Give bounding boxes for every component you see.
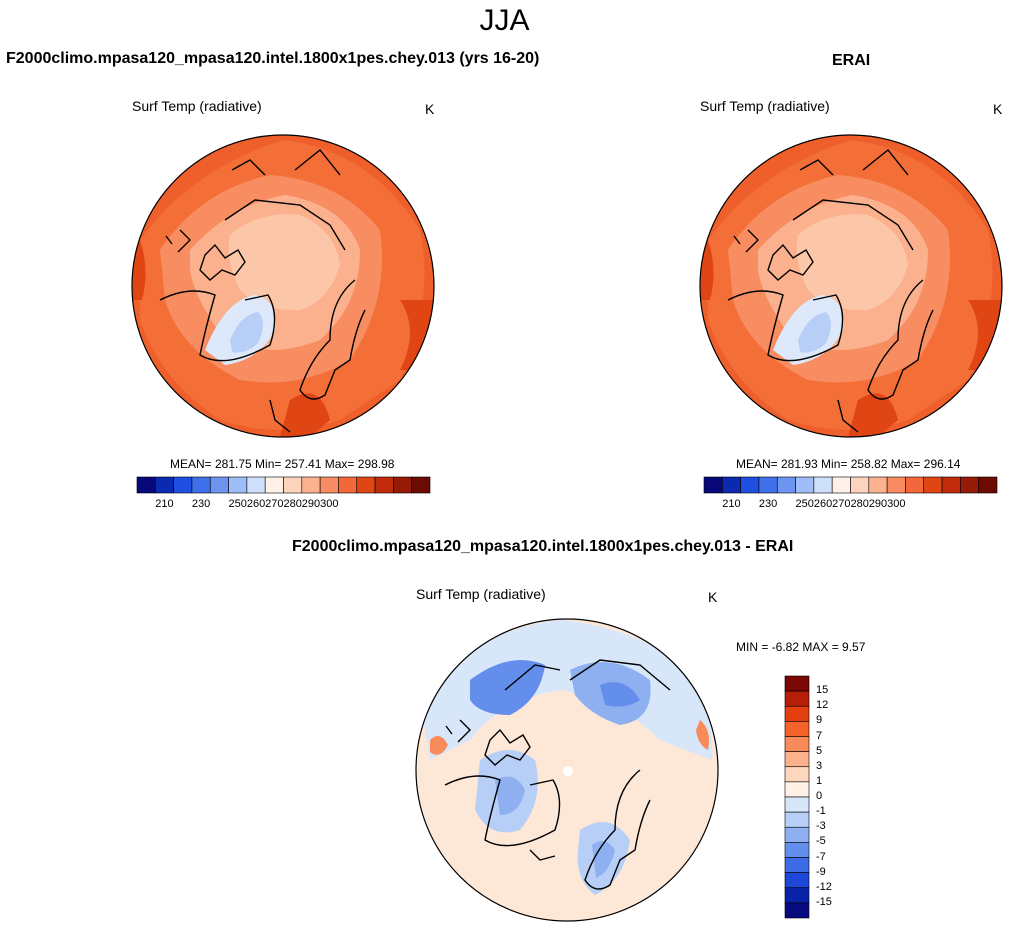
panel-1-colorbar bbox=[136, 476, 431, 494]
colorbar-swatch bbox=[411, 476, 431, 494]
panel-1-variable: Surf Temp (radiative) bbox=[132, 98, 262, 114]
colorbar-tick-label: 12 bbox=[816, 699, 829, 712]
colorbar-swatch bbox=[905, 476, 925, 494]
panel-1-title: F2000climo.mpasa120_mpasa120.intel.1800x… bbox=[6, 50, 540, 67]
colorbar-swatch bbox=[758, 476, 778, 494]
figure-title: JJA bbox=[479, 4, 530, 37]
panel-2-title: ERAI bbox=[832, 52, 871, 69]
colorbar-tick-label: 210 bbox=[155, 498, 174, 510]
colorbar-swatch bbox=[703, 476, 723, 494]
colorbar-tick-label: 0 bbox=[816, 790, 823, 802]
colorbar-swatch bbox=[209, 476, 229, 494]
colorbar-swatch bbox=[776, 476, 796, 494]
colorbar-swatch bbox=[784, 872, 810, 889]
colorbar-swatch bbox=[784, 736, 810, 752]
colorbar-tick-label: -7 bbox=[816, 850, 826, 863]
panel-3-variable: Surf Temp (radiative) bbox=[416, 586, 546, 602]
colorbar-swatch bbox=[813, 476, 833, 494]
colorbar-tick-label: -9 bbox=[816, 865, 826, 878]
colorbar-swatch bbox=[784, 705, 810, 722]
panel-3-title: F2000climo.mpasa120_mpasa120.intel.1800x… bbox=[292, 538, 794, 555]
panel-1-stats: MEAN= 281.75 Min= 257.41 Max= 298.98 bbox=[170, 457, 395, 471]
colorbar-swatch bbox=[319, 476, 339, 494]
colorbar-swatch bbox=[784, 826, 810, 843]
colorbar-swatch bbox=[784, 887, 810, 904]
panel-3-stats: MIN = -6.82 MAX = 9.57 bbox=[736, 640, 866, 654]
colorbar-swatch bbox=[740, 476, 760, 494]
panel-3-polar-map bbox=[416, 619, 718, 921]
colorbar-tick-label: 250 bbox=[795, 498, 814, 510]
colorbar-tick-label: -3 bbox=[816, 820, 826, 833]
colorbar-swatch bbox=[795, 476, 815, 494]
panel-2-stats: MEAN= 281.93 Min= 258.82 Max= 296.14 bbox=[736, 457, 961, 471]
colorbar-tick-label: 250 bbox=[228, 498, 247, 510]
colorbar-swatch bbox=[784, 796, 810, 813]
colorbar-swatch bbox=[850, 476, 870, 494]
colorbar-swatch bbox=[283, 476, 303, 494]
colorbar-swatch bbox=[784, 842, 810, 858]
colorbar-tick-label: 15 bbox=[816, 684, 829, 697]
colorbar-swatch bbox=[191, 476, 211, 494]
colorbar-swatch bbox=[941, 476, 961, 494]
colorbar-tick-label: -5 bbox=[816, 835, 826, 848]
colorbar-swatch bbox=[228, 476, 248, 494]
colorbar-tick-label: 7 bbox=[816, 729, 823, 742]
colorbar-swatch bbox=[338, 476, 358, 494]
colorbar-tick-label: 260 bbox=[813, 498, 833, 510]
colorbar-swatch bbox=[784, 811, 810, 828]
colorbar-swatch bbox=[831, 476, 851, 494]
colorbar-swatch bbox=[960, 476, 979, 494]
colorbar-tick-label: 5 bbox=[816, 744, 823, 757]
colorbar-tick-label: 300 bbox=[887, 498, 906, 510]
colorbar-swatch bbox=[301, 476, 321, 494]
colorbar-swatch bbox=[978, 476, 998, 494]
colorbar-swatch bbox=[784, 721, 810, 737]
colorbar-swatch bbox=[393, 476, 412, 494]
colorbar-tick-label: 230 bbox=[758, 498, 778, 510]
colorbar-swatch bbox=[173, 476, 193, 494]
colorbar-swatch bbox=[784, 857, 810, 873]
colorbar-tick-label: 280 bbox=[283, 498, 302, 510]
colorbar-tick-label: 1 bbox=[816, 774, 823, 787]
colorbar-tick-label: 300 bbox=[320, 498, 339, 510]
colorbar-swatch bbox=[136, 476, 156, 494]
colorbar-tick-label: -15 bbox=[816, 895, 832, 908]
colorbar-tick-label: 260 bbox=[246, 498, 266, 510]
panel-2-colorbar bbox=[703, 476, 998, 494]
colorbar-tick-label: -1 bbox=[816, 805, 826, 818]
colorbar-tick-label: 210 bbox=[722, 498, 741, 510]
colorbar-tick-label: 3 bbox=[816, 759, 823, 772]
colorbar-swatch bbox=[868, 476, 888, 494]
colorbar-swatch bbox=[784, 902, 810, 919]
colorbar-swatch bbox=[784, 751, 810, 768]
panel-3-units: K bbox=[708, 589, 718, 605]
colorbar-tick-label: 280 bbox=[850, 498, 869, 510]
colorbar-tick-label: -12 bbox=[816, 880, 832, 893]
colorbar-tick-label: 270 bbox=[265, 498, 284, 510]
colorbar-swatch bbox=[722, 476, 741, 494]
colorbar-swatch bbox=[886, 476, 906, 494]
colorbar-swatch bbox=[784, 781, 810, 798]
colorbar-swatch bbox=[923, 476, 943, 494]
panel-2-variable: Surf Temp (radiative) bbox=[700, 98, 830, 114]
panel-1-polar-map bbox=[132, 135, 434, 437]
colorbar-tick-label: 290 bbox=[301, 498, 321, 510]
colorbar-swatch bbox=[784, 675, 810, 692]
colorbar-swatch bbox=[155, 476, 174, 494]
colorbar-swatch bbox=[784, 690, 810, 707]
colorbar-swatch bbox=[246, 476, 266, 494]
colorbar-swatch bbox=[264, 476, 284, 494]
panel-3-colorbar bbox=[784, 675, 810, 919]
panel-2-units: K bbox=[993, 101, 1003, 117]
panel-1-units: K bbox=[425, 101, 435, 117]
colorbar-tick-label: 290 bbox=[868, 498, 888, 510]
colorbar-tick-label: 270 bbox=[832, 498, 851, 510]
colorbar-tick-label: 9 bbox=[816, 714, 823, 727]
colorbar-tick-label: 230 bbox=[191, 498, 211, 510]
colorbar-swatch bbox=[356, 476, 376, 494]
colorbar-swatch bbox=[374, 476, 394, 494]
colorbar-swatch bbox=[784, 766, 810, 783]
panel-2-polar-map bbox=[700, 135, 1002, 437]
